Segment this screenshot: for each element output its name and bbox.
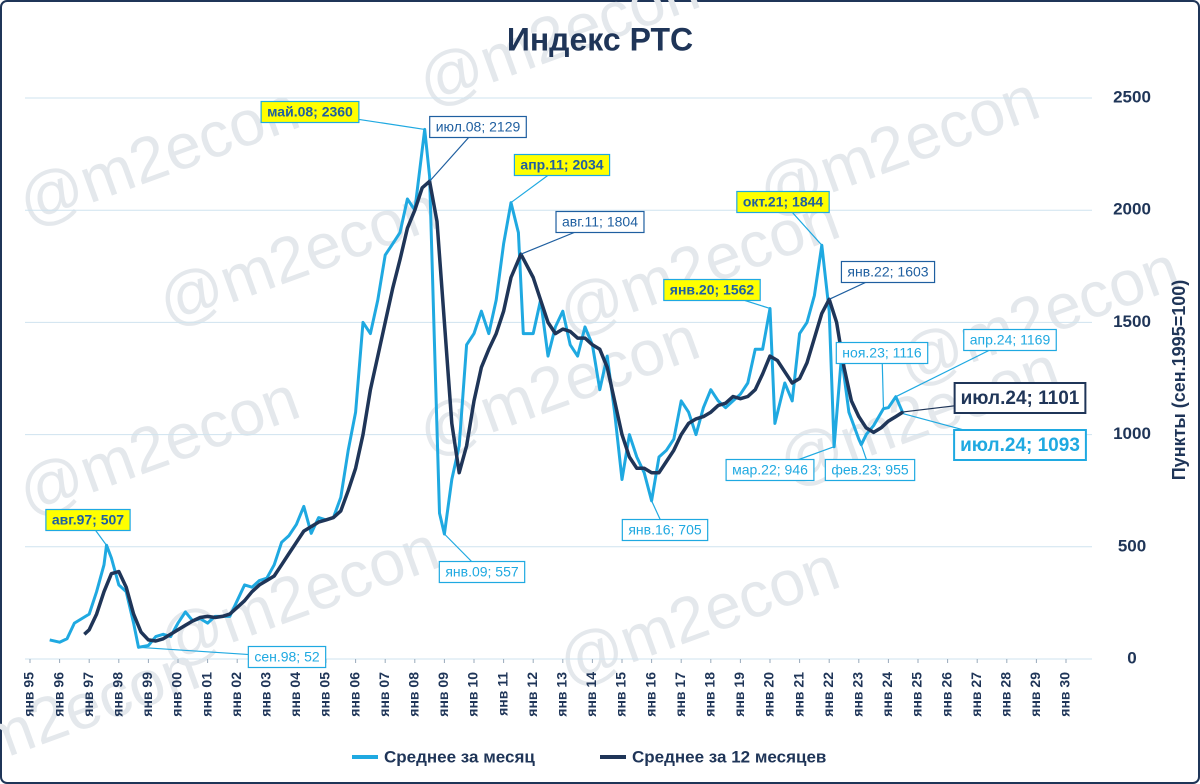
x-tick-label: янв 16: [642, 672, 658, 717]
annotation-label: авг.11; 1804: [562, 214, 638, 230]
x-tick-label: янв 20: [761, 672, 777, 717]
annotation-label: янв.22; 1603: [847, 264, 928, 280]
x-tick-label: янв 19: [731, 672, 747, 717]
x-tick-label: янв 23: [850, 672, 866, 717]
x-tick-label: янв 22: [820, 672, 836, 717]
y-tick-label: 0: [1127, 648, 1136, 667]
x-tick-label: янв 97: [80, 672, 96, 717]
x-tick-label: янв 01: [198, 672, 214, 717]
y-tick-label: 2500: [1113, 87, 1151, 106]
x-tick-label: янв 26: [938, 672, 954, 717]
x-tick-label: янв 05: [317, 672, 333, 717]
x-tick-label: янв 00: [169, 672, 185, 717]
x-tick-label: янв 15: [613, 672, 629, 717]
y-tick-label: 500: [1118, 536, 1146, 555]
annotation-box: [429, 115, 527, 139]
chart-title: Индекс РТС: [507, 21, 693, 57]
x-tick-label: янв 11: [494, 672, 510, 716]
annotation-label: мар.22; 946: [732, 462, 808, 478]
plot: [25, 97, 1092, 663]
y-axis-label: Пункты (сен.1995=100): [1169, 280, 1189, 481]
annotation-label: апр.11; 2034: [520, 157, 603, 173]
x-tick-label: янв 12: [524, 672, 540, 717]
x-tick-label: янв 99: [139, 672, 155, 717]
x-tick-label: янв 10: [465, 672, 481, 717]
annotation-box: [247, 645, 327, 669]
annotation-label: янв.20; 1562: [670, 282, 755, 298]
x-tick-label: янв 13: [554, 672, 570, 717]
x-tick-label: янв 07: [376, 672, 392, 717]
legend-label: Среднее за 12 месяцев: [632, 747, 826, 766]
x-tick-label: янв 02: [228, 672, 244, 717]
x-tick-label: янв 98: [110, 672, 126, 717]
y-tick-label: 1500: [1113, 312, 1151, 331]
annotation-label: сен.98; 52: [254, 649, 320, 665]
annotation-label: янв.09; 557: [445, 564, 519, 580]
annotation-label: апр.24; 1169: [970, 332, 1051, 348]
annotation-box: [555, 210, 645, 234]
x-tick-label: янв 24: [879, 672, 895, 717]
annotation-box: [840, 260, 936, 284]
annotation-label: июл.24; 1101: [961, 388, 1080, 409]
annotation-label: июл.24; 1093: [960, 435, 1080, 456]
series-line: [49, 127, 905, 649]
annotation-box: [835, 341, 929, 365]
annotation-label: фев.23; 955: [831, 462, 909, 478]
annotation-box: [260, 100, 360, 124]
annotation-box: [953, 382, 1087, 414]
annotation-box: [736, 190, 830, 214]
annotation-label: янв.16; 705: [628, 522, 702, 538]
annotation-box: [513, 153, 611, 177]
x-tick-label: янв 08: [406, 672, 422, 717]
x-tick-label: янв 04: [287, 672, 303, 717]
y-tick-label: 1000: [1113, 424, 1151, 443]
annotation-label: ноя.23; 1116: [842, 345, 922, 361]
legend-label: Среднее за месяц: [384, 747, 535, 766]
annotation-box: [45, 508, 131, 532]
x-tick-label: янв 29: [1027, 672, 1043, 717]
annotation-box: [438, 560, 526, 584]
annotation-box: [824, 458, 916, 482]
annotation-label: май.08; 2360: [267, 104, 353, 120]
x-tick-label: янв 14: [583, 672, 599, 717]
x-tick-label: янв 28: [998, 672, 1014, 717]
x-tick-label: янв 09: [435, 672, 451, 717]
annotation-box: [725, 458, 815, 482]
x-tick-label: янв 96: [50, 672, 66, 717]
x-tick-label: янв 17: [672, 672, 688, 717]
series-line: [83, 179, 905, 643]
annotation-label: авг.97; 507: [52, 512, 124, 528]
x-tick-label: янв 95: [21, 672, 37, 717]
x-tick-label: янв 27: [968, 672, 984, 717]
y-tick-label: 2000: [1113, 200, 1151, 219]
annotation-box: [953, 429, 1087, 461]
x-tick-label: янв 25: [909, 672, 925, 717]
x-tick-label: янв 06: [346, 672, 362, 717]
annotation-label: июл.08; 2129: [436, 119, 521, 135]
x-tick-label: янв 03: [258, 672, 274, 717]
annotation-box: [663, 278, 761, 302]
annotation-box: [621, 518, 709, 542]
x-tick-label: янв 30: [1057, 672, 1073, 717]
annotation-box: [963, 328, 1057, 352]
x-tick-label: янв 21: [790, 672, 806, 717]
annotation-label: окт.21; 1844: [743, 194, 824, 210]
x-tick-label: янв 18: [702, 672, 718, 717]
